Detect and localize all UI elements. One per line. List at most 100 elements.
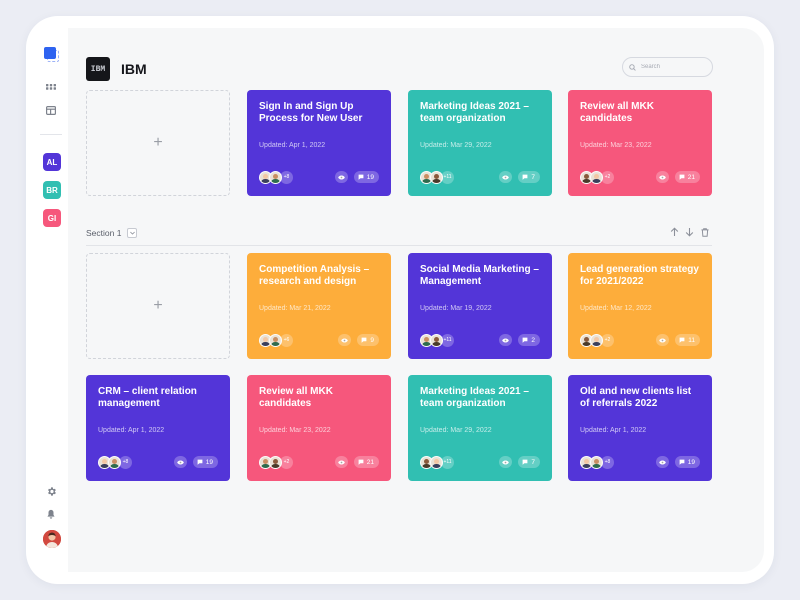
section-collapse-toggle[interactable] [127,228,137,238]
member-avatars[interactable]: +11 [420,455,454,469]
card-updated-date: Updated: Apr 1, 2022 [580,427,647,434]
project-card[interactable]: Marketing Ideas 2021 – team organization… [408,375,552,481]
project-card[interactable]: Old and new clients list of referrals 20… [568,375,712,481]
member-avatar [269,170,282,184]
more-members-count: +8 [280,170,293,184]
section-title: Section 1 [86,228,122,238]
card-footer: +6 9 [259,333,379,347]
member-avatars[interactable]: +11 [420,170,454,184]
search-box[interactable] [622,57,713,77]
card-footer: +8 19 [98,455,218,469]
grid-icon[interactable] [43,80,59,96]
project-card[interactable]: Review all MKK candidates Updated: Mar 2… [247,375,391,481]
app-logo[interactable] [44,47,59,62]
layout-icon[interactable] [43,102,59,118]
comments-button[interactable]: 2 [518,334,540,346]
comments-button[interactable]: 19 [674,456,700,468]
project-card[interactable]: Lead generation strategy for 2021/2022 U… [568,253,712,359]
eye-icon [658,460,666,464]
add-card-button[interactable]: + [86,253,230,359]
sidebar: AL BR GI [26,16,68,584]
project-card[interactable]: Competition Analysis – research and desi… [247,253,391,359]
eye-icon [337,175,345,179]
view-button[interactable] [656,334,670,346]
more-members-count: +2 [601,170,614,184]
comments-button[interactable]: 11 [675,334,700,346]
move-down-button[interactable] [683,226,695,238]
comment-icon [522,174,528,180]
card-updated-date: Updated: Apr 1, 2022 [98,427,165,434]
view-button[interactable] [173,456,187,468]
more-members-count: +11 [441,170,454,184]
search-input[interactable] [641,64,707,70]
comment-count: 21 [366,458,374,466]
comments-button[interactable]: 19 [353,171,379,183]
member-avatar [420,455,433,469]
add-card-button[interactable]: + [86,90,230,196]
company-logo: IBM [86,57,110,81]
member-avatars[interactable]: +11 [420,333,454,347]
more-members-count: +2 [601,333,614,347]
arrow-down-icon [685,227,693,237]
view-button[interactable] [334,456,348,468]
project-card[interactable]: Marketing Ideas 2021 – team organization… [408,90,552,196]
comment-icon [358,174,364,180]
delete-section-button[interactable] [699,226,711,238]
move-up-button[interactable] [668,226,680,238]
member-avatar [430,333,443,347]
plus-icon: + [153,297,163,314]
comment-count: 19 [205,458,213,466]
member-avatars[interactable]: +2 [580,170,614,184]
card-updated-date: Updated: Apr 1, 2022 [259,142,326,149]
member-avatar [430,170,443,184]
comments-button[interactable]: 7 [518,171,540,183]
member-avatars[interactable]: +8 [259,170,293,184]
project-card[interactable]: CRM – client relation management Updated… [86,375,230,481]
bell-icon[interactable] [43,506,59,522]
user-avatar[interactable] [43,530,61,548]
workspace-gi[interactable]: GI [43,209,61,227]
comments-button[interactable]: 21 [353,456,379,468]
comment-icon [679,459,685,465]
card-footer: +11 7 [420,170,540,184]
project-card[interactable]: Review all MKK candidates Updated: Mar 2… [568,90,712,196]
card-footer: +8 19 [259,170,379,184]
comment-count: 21 [687,173,695,181]
workspace-al[interactable]: AL [43,153,61,171]
eye-icon [176,460,184,464]
comment-count: 2 [531,336,535,344]
member-avatars[interactable]: +6 [259,333,293,347]
eye-icon [337,460,345,464]
more-members-count: +2 [280,455,293,469]
view-button[interactable] [499,334,513,346]
card-title: Marketing Ideas 2021 – team organization [420,386,529,409]
card-updated-date: Updated: Mar 21, 2022 [259,305,331,312]
comments-button[interactable]: 21 [674,171,700,183]
project-card[interactable]: Social Media Marketing – Management Upda… [408,253,552,359]
view-button[interactable] [334,171,348,183]
view-button[interactable] [499,171,513,183]
comments-button[interactable]: 9 [357,334,379,346]
view-button[interactable] [655,456,669,468]
view-button[interactable] [338,334,352,346]
workspace-br[interactable]: BR [43,181,61,199]
view-button[interactable] [499,456,513,468]
member-avatars[interactable]: +8 [98,455,132,469]
comments-button[interactable]: 19 [192,456,218,468]
comment-icon [522,459,528,465]
comment-icon [358,459,364,465]
trash-icon [701,227,709,237]
card-title: Sign In and Sign Up Process for New User [259,101,363,124]
sidebar-divider [40,134,62,135]
card-title: CRM – client relation management [98,386,197,409]
member-avatars[interactable]: +8 [580,455,614,469]
card-title: Marketing Ideas 2021 – team organization [420,101,529,124]
member-avatars[interactable]: +2 [259,455,293,469]
member-avatars[interactable]: +2 [580,333,614,347]
member-avatar [98,455,111,469]
settings-icon[interactable] [43,483,59,499]
comments-button[interactable]: 7 [518,456,540,468]
project-card[interactable]: Sign In and Sign Up Process for New User… [247,90,391,196]
more-members-count: +6 [280,333,293,347]
view-button[interactable] [655,171,669,183]
